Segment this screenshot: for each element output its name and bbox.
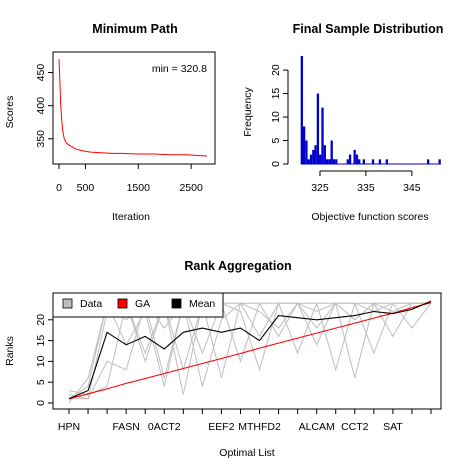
histogram-bar	[316, 93, 320, 164]
rank-aggregation-plot: HPN FASN 0ACT2 EEF2 MTHFD2 ALCAM CCT2 SAT 0 5 10 15…	[35, 300, 432, 433]
histogram-bar	[355, 154, 359, 164]
distribution-ylabel: Frequency	[242, 86, 254, 136]
data-series-line	[68, 301, 431, 400]
panel-rank-aggregation: Rank Aggregation HPN FASN 0ACT2 EEF2 MTHFD2 A…	[4, 259, 442, 459]
x-tick-label: 325	[311, 182, 329, 194]
rank-aggregation-ylabel: Ranks	[4, 336, 16, 366]
x-tick-label: 335	[357, 182, 375, 194]
x-tick-label: ALCAM	[299, 421, 335, 433]
rank-aggregation-xlabel: Optimal List	[219, 447, 275, 459]
histogram-bar	[325, 159, 329, 164]
legend-swatch-mean	[171, 298, 182, 309]
histogram-bar	[323, 145, 326, 164]
y-tick-label: 20	[35, 314, 47, 326]
y-tick-label: 5	[270, 137, 282, 143]
legend: Data GA Mean	[52, 292, 224, 318]
histogram-bar	[314, 145, 317, 164]
y-tick-label: 0	[270, 161, 282, 167]
y-tick-label: 5	[35, 379, 47, 385]
histogram-bar	[330, 140, 333, 164]
y-tick-label: 10	[35, 355, 47, 367]
histogram-bar	[312, 149, 315, 164]
histogram-bar	[332, 159, 336, 164]
distribution-plot: 325 335 345 0 5 10 15 20	[270, 56, 441, 194]
minimum-path-frame	[52, 51, 216, 165]
ga-series-line	[68, 302, 432, 400]
histogram-bar	[385, 159, 388, 164]
histogram-bar	[427, 159, 430, 164]
histogram-bar	[335, 159, 338, 164]
minimum-path-title: Minimum Path	[92, 22, 177, 36]
minimum-path-line	[58, 59, 208, 157]
x-tick-label: CCT2	[341, 421, 369, 433]
panel-minimum-path: Minimum Path 0 500 1500 2500 350 400 450 min =…	[4, 22, 216, 223]
y-tick-label: 15	[270, 88, 282, 100]
minimum-path-xlabel: Iteration	[112, 211, 150, 223]
rank-aggregation-frame	[52, 292, 442, 410]
x-tick-label: 345	[403, 182, 421, 194]
histogram-bar	[319, 154, 322, 164]
y-tick-label: 10	[270, 111, 282, 123]
histogram-bar	[362, 159, 365, 164]
legend-label-ga: GA	[135, 298, 150, 310]
histogram-bar	[348, 154, 352, 164]
y-tick-label: 450	[35, 64, 47, 82]
y-tick-label: 15	[35, 335, 47, 347]
histogram-bar	[358, 159, 361, 164]
legend-box	[52, 292, 224, 318]
x-tick-label: 0ACT2	[148, 421, 181, 433]
y-tick-label: 350	[35, 130, 47, 148]
legend-swatch-data	[62, 298, 73, 309]
mean-series-line	[68, 300, 432, 400]
legend-label-data: Data	[80, 298, 102, 310]
x-tick-label: 1500	[127, 182, 151, 194]
histogram-bar	[353, 149, 356, 164]
x-tick-label: 2500	[179, 182, 203, 194]
histogram-bar	[371, 159, 375, 164]
y-tick-label: 20	[270, 64, 282, 76]
histogram-bar	[438, 159, 441, 164]
histogram-bar	[378, 159, 382, 164]
minimum-path-ylabel: Scores	[4, 96, 16, 129]
x-tick-label: EEF2	[208, 421, 234, 433]
histogram-bar	[305, 140, 308, 164]
histogram-bar	[300, 56, 303, 164]
x-tick-label: SAT	[383, 421, 403, 433]
y-tick-label: 0	[35, 400, 47, 406]
distribution-title: Final Sample Distribution	[293, 22, 444, 36]
distribution-xlabel: Objective function scores	[311, 211, 428, 223]
rank-aggregation-title: Rank Aggregation	[184, 259, 291, 273]
x-tick-label: FASN	[112, 421, 139, 433]
legend-label-mean: Mean	[189, 298, 215, 310]
minimum-path-annotation: min = 320.8	[152, 63, 207, 75]
y-tick-label: 400	[35, 97, 47, 115]
x-tick-label: MTHFD2	[238, 421, 281, 433]
minimum-path-plot: 0 500 1500 2500 350 400 450	[35, 59, 208, 194]
legend-swatch-ga	[117, 298, 128, 309]
x-tick-label: HPN	[58, 421, 80, 433]
histogram-bar	[321, 107, 324, 164]
histogram-bar	[307, 159, 310, 164]
histogram-bar	[328, 159, 331, 164]
x-tick-label: 0	[56, 182, 62, 194]
panel-final-sample-distribution: Final Sample Distribution 325 335 345 0 5 10 1…	[242, 22, 443, 223]
histogram-bar	[346, 159, 349, 164]
x-tick-label: 500	[77, 182, 95, 194]
histogram-bar	[302, 126, 306, 164]
histogram-bar	[309, 154, 313, 164]
data-series-line	[68, 301, 431, 404]
